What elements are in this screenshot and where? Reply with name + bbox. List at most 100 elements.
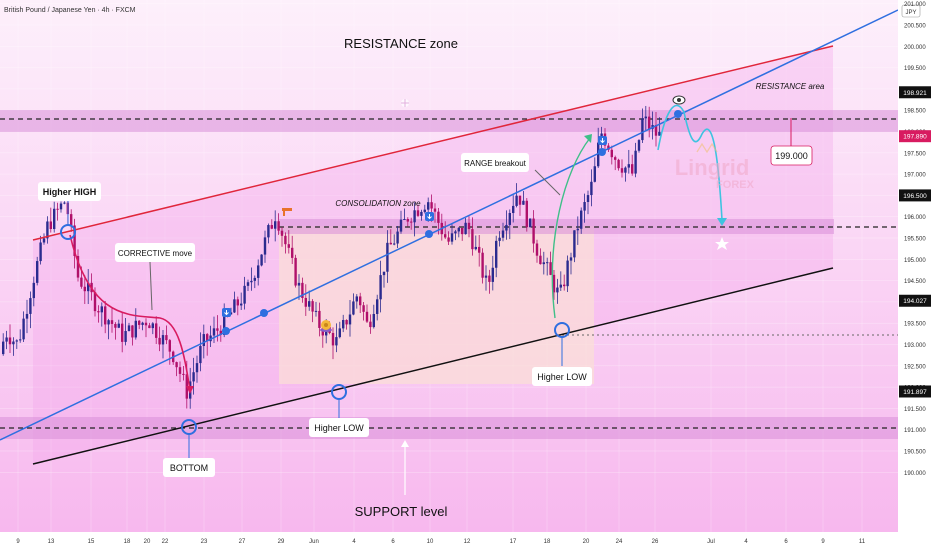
svg-text:BOTTOM: BOTTOM [170,463,208,473]
price-tick-label: 199.500 [904,66,926,72]
corrective-pointer [149,261,153,311]
candle [342,314,345,333]
projection-path [657,104,723,221]
candle [59,201,63,213]
candle [484,265,488,291]
candle [556,278,559,304]
time-tick-label: 20 [144,539,151,545]
candle [525,198,528,232]
candle [546,257,549,276]
snail-icon [320,320,332,332]
time-tick-label: Jun [309,539,319,545]
candle [53,201,56,233]
candle [155,316,158,345]
candle [406,217,409,227]
price-tick-label: 198.500 [904,109,926,115]
midline-dot [260,309,268,317]
price-tick-label: 195.500 [904,237,926,243]
star-icon [715,237,729,250]
midline-dot [598,148,606,156]
svg-text:FOREX: FOREX [716,179,755,191]
time-tick-label: Jul [707,539,715,545]
candle [461,227,464,241]
candle [56,202,59,221]
svg-text:Lingrid: Lingrid [675,155,750,180]
midline-dot [674,110,682,118]
candle [481,248,484,284]
svg-text:JPY: JPY [905,10,916,16]
candle [243,276,246,310]
crosshair-icon [401,99,409,107]
breakout-arrowhead [584,134,592,143]
price-label-badge [899,130,931,143]
higher-high-callout: Higher HIGH [38,182,101,201]
candle [42,233,46,245]
candle [586,190,590,215]
candle [195,355,199,383]
price-label-badge [899,294,931,307]
candle [110,307,114,333]
candle [369,314,372,334]
candle [134,308,137,340]
candle [648,106,651,138]
candle [277,213,280,235]
svg-text:RANGE breakout: RANGE breakout [464,159,527,168]
candlestick-series [2,105,661,409]
candle [165,325,168,345]
time-tick-label: 17 [510,539,517,545]
candle [32,276,35,307]
higher-low-callout-1: Higher LOW [309,418,369,437]
time-tick-label: 6 [784,539,788,545]
candle [138,320,141,330]
candle [386,230,389,283]
target-callout: 199.000 [770,145,813,166]
candle [15,339,18,349]
candle [416,205,420,218]
candle [348,299,352,337]
candle [501,222,505,242]
corrective-move-curve [69,234,191,391]
candle [236,296,239,316]
candle [464,218,467,235]
price-label-text: 191.897 [903,389,927,396]
candle [593,157,596,183]
candle [644,105,647,132]
candle [515,183,518,208]
price-tick-label: 196.000 [904,215,926,221]
candle [631,154,634,176]
price-tick-label: 190.000 [904,471,926,477]
candle [158,326,161,352]
candle [308,290,311,311]
candle [362,302,365,321]
candle [304,284,307,316]
price-tick-label: 195.000 [904,258,926,264]
candle [471,217,474,256]
candle [474,235,477,251]
candle [454,229,457,241]
support-level-label: SUPPORT level [355,504,448,519]
candle [178,361,182,382]
time-tick-label: 6 [391,539,395,545]
candle [253,275,256,289]
down-arrow-flag-icon [598,136,607,145]
candle [491,255,494,291]
candle [566,255,569,292]
time-axis [0,532,898,550]
candle [508,209,511,240]
hammer-icon [282,208,292,216]
svg-text:199.000: 199.000 [775,151,808,161]
price-tick-label: 193.000 [904,343,926,349]
candle [240,292,243,311]
time-tick-label: 18 [544,539,551,545]
price-label-text: 197.890 [903,134,927,141]
candle [399,210,403,234]
candle [457,226,460,238]
candle [624,166,627,182]
corrective-arrowhead [186,386,194,394]
time-tick-label: 12 [464,539,471,545]
candle [450,222,454,245]
time-tick-label: 4 [744,539,748,545]
candle [131,325,134,346]
candle [559,271,562,291]
